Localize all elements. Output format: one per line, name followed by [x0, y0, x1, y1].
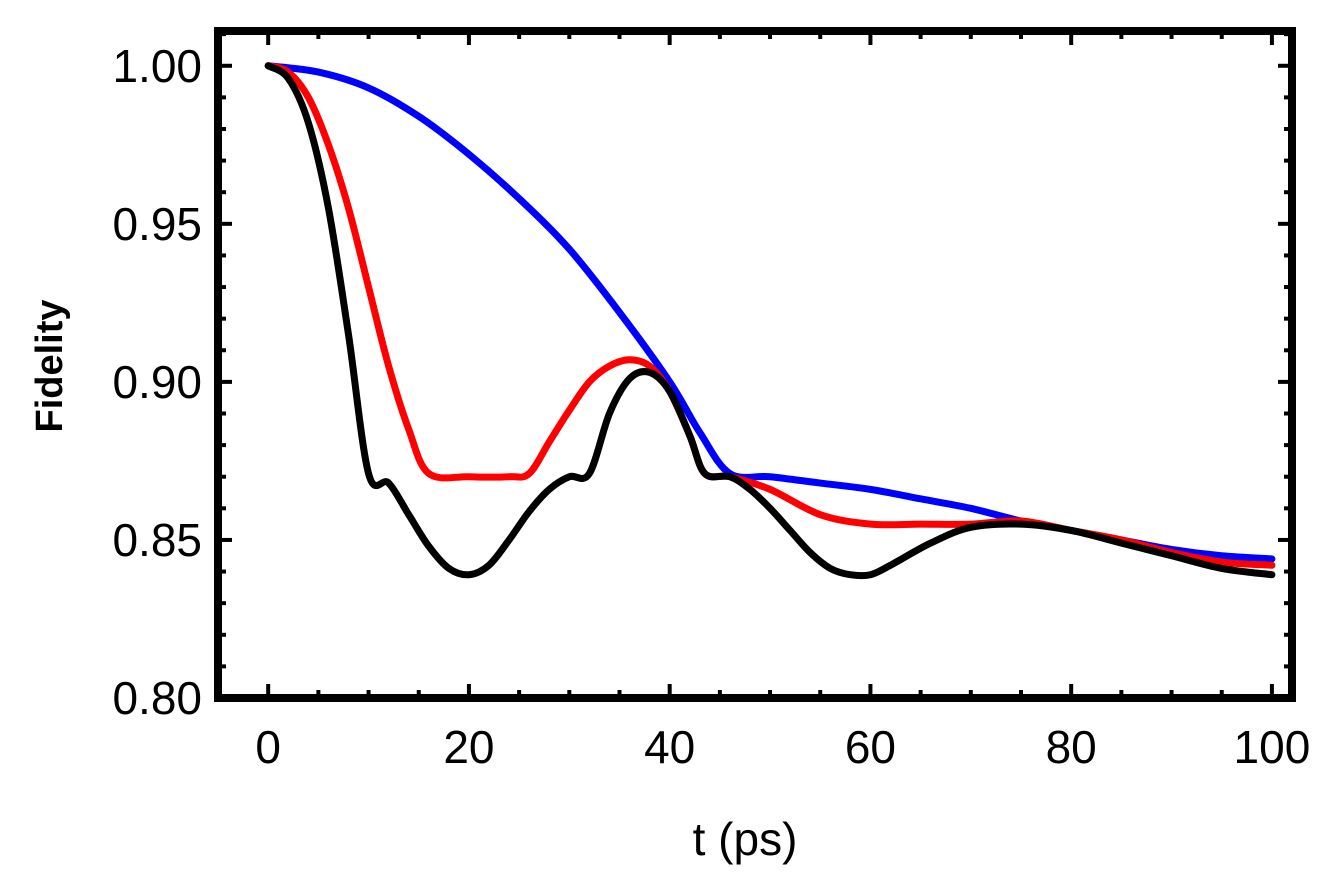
x-tick-label: 20: [443, 721, 494, 773]
y-tick-label: 0.85: [112, 514, 202, 566]
x-tick-label: 80: [1046, 721, 1097, 773]
series-layer: [264, 62, 1276, 580]
y-tick-label: 0.80: [112, 672, 202, 724]
major-ticks: [218, 31, 1292, 700]
y-tick-label: 0.95: [112, 198, 202, 250]
x-tick-label: 60: [845, 721, 896, 773]
plot-frame: [214, 27, 1296, 702]
x-tick-label: 40: [644, 721, 695, 773]
y-tick-label: 0.90: [112, 356, 202, 408]
series-line-blue: [264, 62, 1276, 563]
y-tick-labels: 0.80 0.85 0.90 0.95 1.00: [112, 40, 202, 724]
x-tick-labels: 0 20 40 60 80 100: [255, 721, 1310, 773]
minor-ticks: [216, 31, 1292, 698]
x-axis-title: t (ps): [693, 813, 798, 865]
series-line-black: [264, 62, 1276, 580]
series-line-red: [264, 62, 1276, 569]
x-tick-label: 0: [255, 721, 281, 773]
y-tick-label: 1.00: [112, 40, 202, 92]
x-tick-label: 100: [1234, 721, 1311, 773]
y-axis-title: Fidelity: [29, 299, 71, 432]
